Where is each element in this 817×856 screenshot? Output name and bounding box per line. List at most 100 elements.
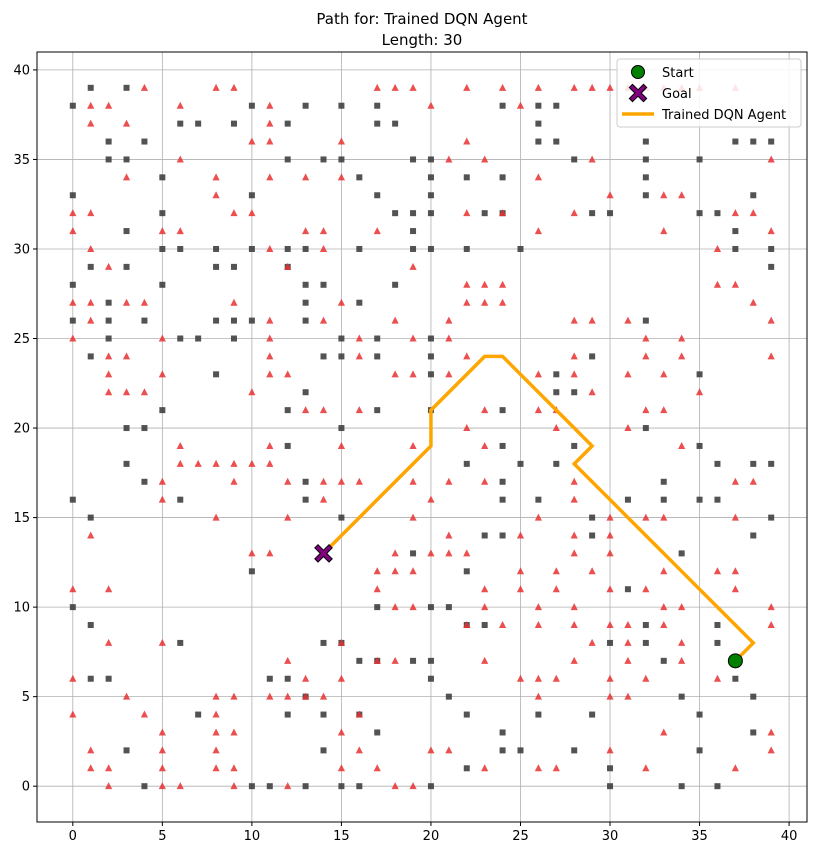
square-obstacle bbox=[392, 210, 399, 217]
triangle-obstacle bbox=[498, 83, 507, 91]
square-obstacle bbox=[338, 514, 345, 521]
triangle-obstacle bbox=[642, 406, 650, 414]
endpoint-markers bbox=[314, 544, 743, 669]
square-obstacle bbox=[320, 156, 327, 163]
triangle-obstacle bbox=[678, 638, 686, 646]
triangle-obstacle bbox=[230, 782, 238, 790]
triangle-obstacle bbox=[606, 83, 614, 91]
triangle-obstacle bbox=[427, 495, 435, 503]
square-obstacle bbox=[732, 228, 739, 235]
triangle-obstacle bbox=[498, 209, 507, 217]
triangle-obstacle bbox=[516, 531, 525, 539]
goal-marker bbox=[315, 545, 332, 562]
square-obstacle bbox=[427, 174, 434, 181]
square-obstacle bbox=[499, 729, 506, 736]
triangle-obstacle bbox=[427, 746, 435, 754]
square-obstacle bbox=[141, 478, 148, 485]
square-obstacle bbox=[445, 604, 452, 611]
triangle-obstacle bbox=[355, 746, 363, 754]
triangle-obstacle bbox=[731, 567, 739, 575]
triangle-obstacle bbox=[337, 674, 346, 682]
square-obstacle bbox=[338, 102, 345, 109]
square-obstacle bbox=[105, 335, 112, 342]
square-obstacle bbox=[213, 317, 220, 324]
square-obstacle bbox=[589, 711, 596, 718]
triangle-obstacle bbox=[373, 764, 381, 772]
square-obstacle bbox=[284, 442, 291, 449]
triangle-obstacle bbox=[266, 173, 274, 181]
triangle-obstacle bbox=[642, 585, 650, 593]
square-obstacle bbox=[374, 604, 381, 611]
square-obstacle bbox=[320, 281, 327, 288]
triangle-obstacle bbox=[230, 298, 238, 306]
triangle-obstacle bbox=[284, 370, 292, 378]
triangle-obstacle bbox=[284, 692, 292, 700]
x-tick-label: 0 bbox=[69, 829, 77, 844]
square-obstacle bbox=[517, 747, 524, 754]
triangle-obstacle bbox=[588, 638, 596, 646]
square-obstacle bbox=[499, 174, 506, 181]
x-tick-label: 15 bbox=[333, 829, 350, 844]
triangle-obstacle bbox=[302, 674, 310, 682]
triangle-obstacle bbox=[230, 764, 238, 772]
square-obstacle bbox=[642, 138, 649, 145]
triangle-obstacle bbox=[391, 656, 399, 664]
triangle-obstacle bbox=[606, 513, 614, 521]
triangle-obstacle bbox=[105, 370, 113, 378]
triangle-obstacle bbox=[69, 227, 77, 235]
square-obstacle bbox=[589, 514, 596, 521]
square-obstacle bbox=[266, 675, 273, 682]
triangle-obstacle bbox=[302, 227, 310, 235]
triangle-obstacle bbox=[570, 656, 578, 664]
triangle-obstacle bbox=[319, 316, 328, 324]
triangle-obstacle bbox=[534, 692, 542, 700]
triangle-obstacle bbox=[158, 477, 166, 485]
square-obstacle bbox=[105, 138, 112, 145]
triangle-obstacle bbox=[767, 155, 775, 163]
x-tick-label: 35 bbox=[691, 829, 708, 844]
triangle-obstacle bbox=[427, 101, 435, 109]
square-obstacle bbox=[571, 156, 578, 163]
triangle-obstacle bbox=[105, 585, 113, 593]
triangle-obstacle bbox=[69, 298, 77, 306]
square-obstacle bbox=[427, 335, 434, 342]
triangle-obstacle bbox=[105, 352, 113, 360]
legend: Start Goal Trained DQN Agent bbox=[616, 58, 802, 128]
square-obstacle bbox=[642, 317, 649, 324]
square-obstacle bbox=[356, 299, 363, 306]
y-tick-label: 5 bbox=[22, 690, 30, 705]
triangle-obstacle bbox=[767, 603, 775, 611]
triangle-obstacle bbox=[606, 621, 614, 629]
triangle-obstacle bbox=[319, 406, 328, 414]
square-obstacle bbox=[535, 711, 542, 718]
triangle-obstacle bbox=[391, 567, 399, 575]
triangle-obstacle bbox=[624, 638, 632, 646]
triangle-obstacle bbox=[749, 477, 757, 485]
square-obstacle bbox=[213, 371, 220, 378]
square-obstacle bbox=[535, 102, 542, 109]
triangle-obstacle bbox=[749, 298, 757, 306]
triangle-obstacle bbox=[212, 173, 220, 181]
square-obstacle bbox=[768, 245, 775, 252]
triangle-obstacle bbox=[767, 316, 775, 324]
square-obstacle bbox=[642, 639, 649, 646]
triangle-obstacle bbox=[624, 621, 632, 629]
y-tick-label: 15 bbox=[13, 511, 30, 526]
triangle-obstacle bbox=[516, 674, 525, 682]
square-obstacle bbox=[768, 263, 775, 270]
triangle-obstacle bbox=[266, 316, 274, 324]
square-obstacle bbox=[624, 586, 631, 593]
square-obstacle bbox=[177, 335, 184, 342]
triangle-obstacle bbox=[570, 209, 578, 217]
triangle-obstacle bbox=[230, 477, 238, 485]
square-obstacle bbox=[750, 693, 757, 700]
square-obstacle bbox=[302, 245, 309, 252]
square-obstacle bbox=[696, 496, 703, 503]
triangle-obstacle bbox=[337, 764, 346, 772]
square-obstacle bbox=[427, 371, 434, 378]
square-obstacle bbox=[553, 102, 560, 109]
square-obstacle bbox=[481, 210, 488, 217]
square-obstacle bbox=[177, 639, 184, 646]
triangle-obstacle bbox=[731, 209, 739, 217]
square-obstacle bbox=[69, 496, 76, 503]
